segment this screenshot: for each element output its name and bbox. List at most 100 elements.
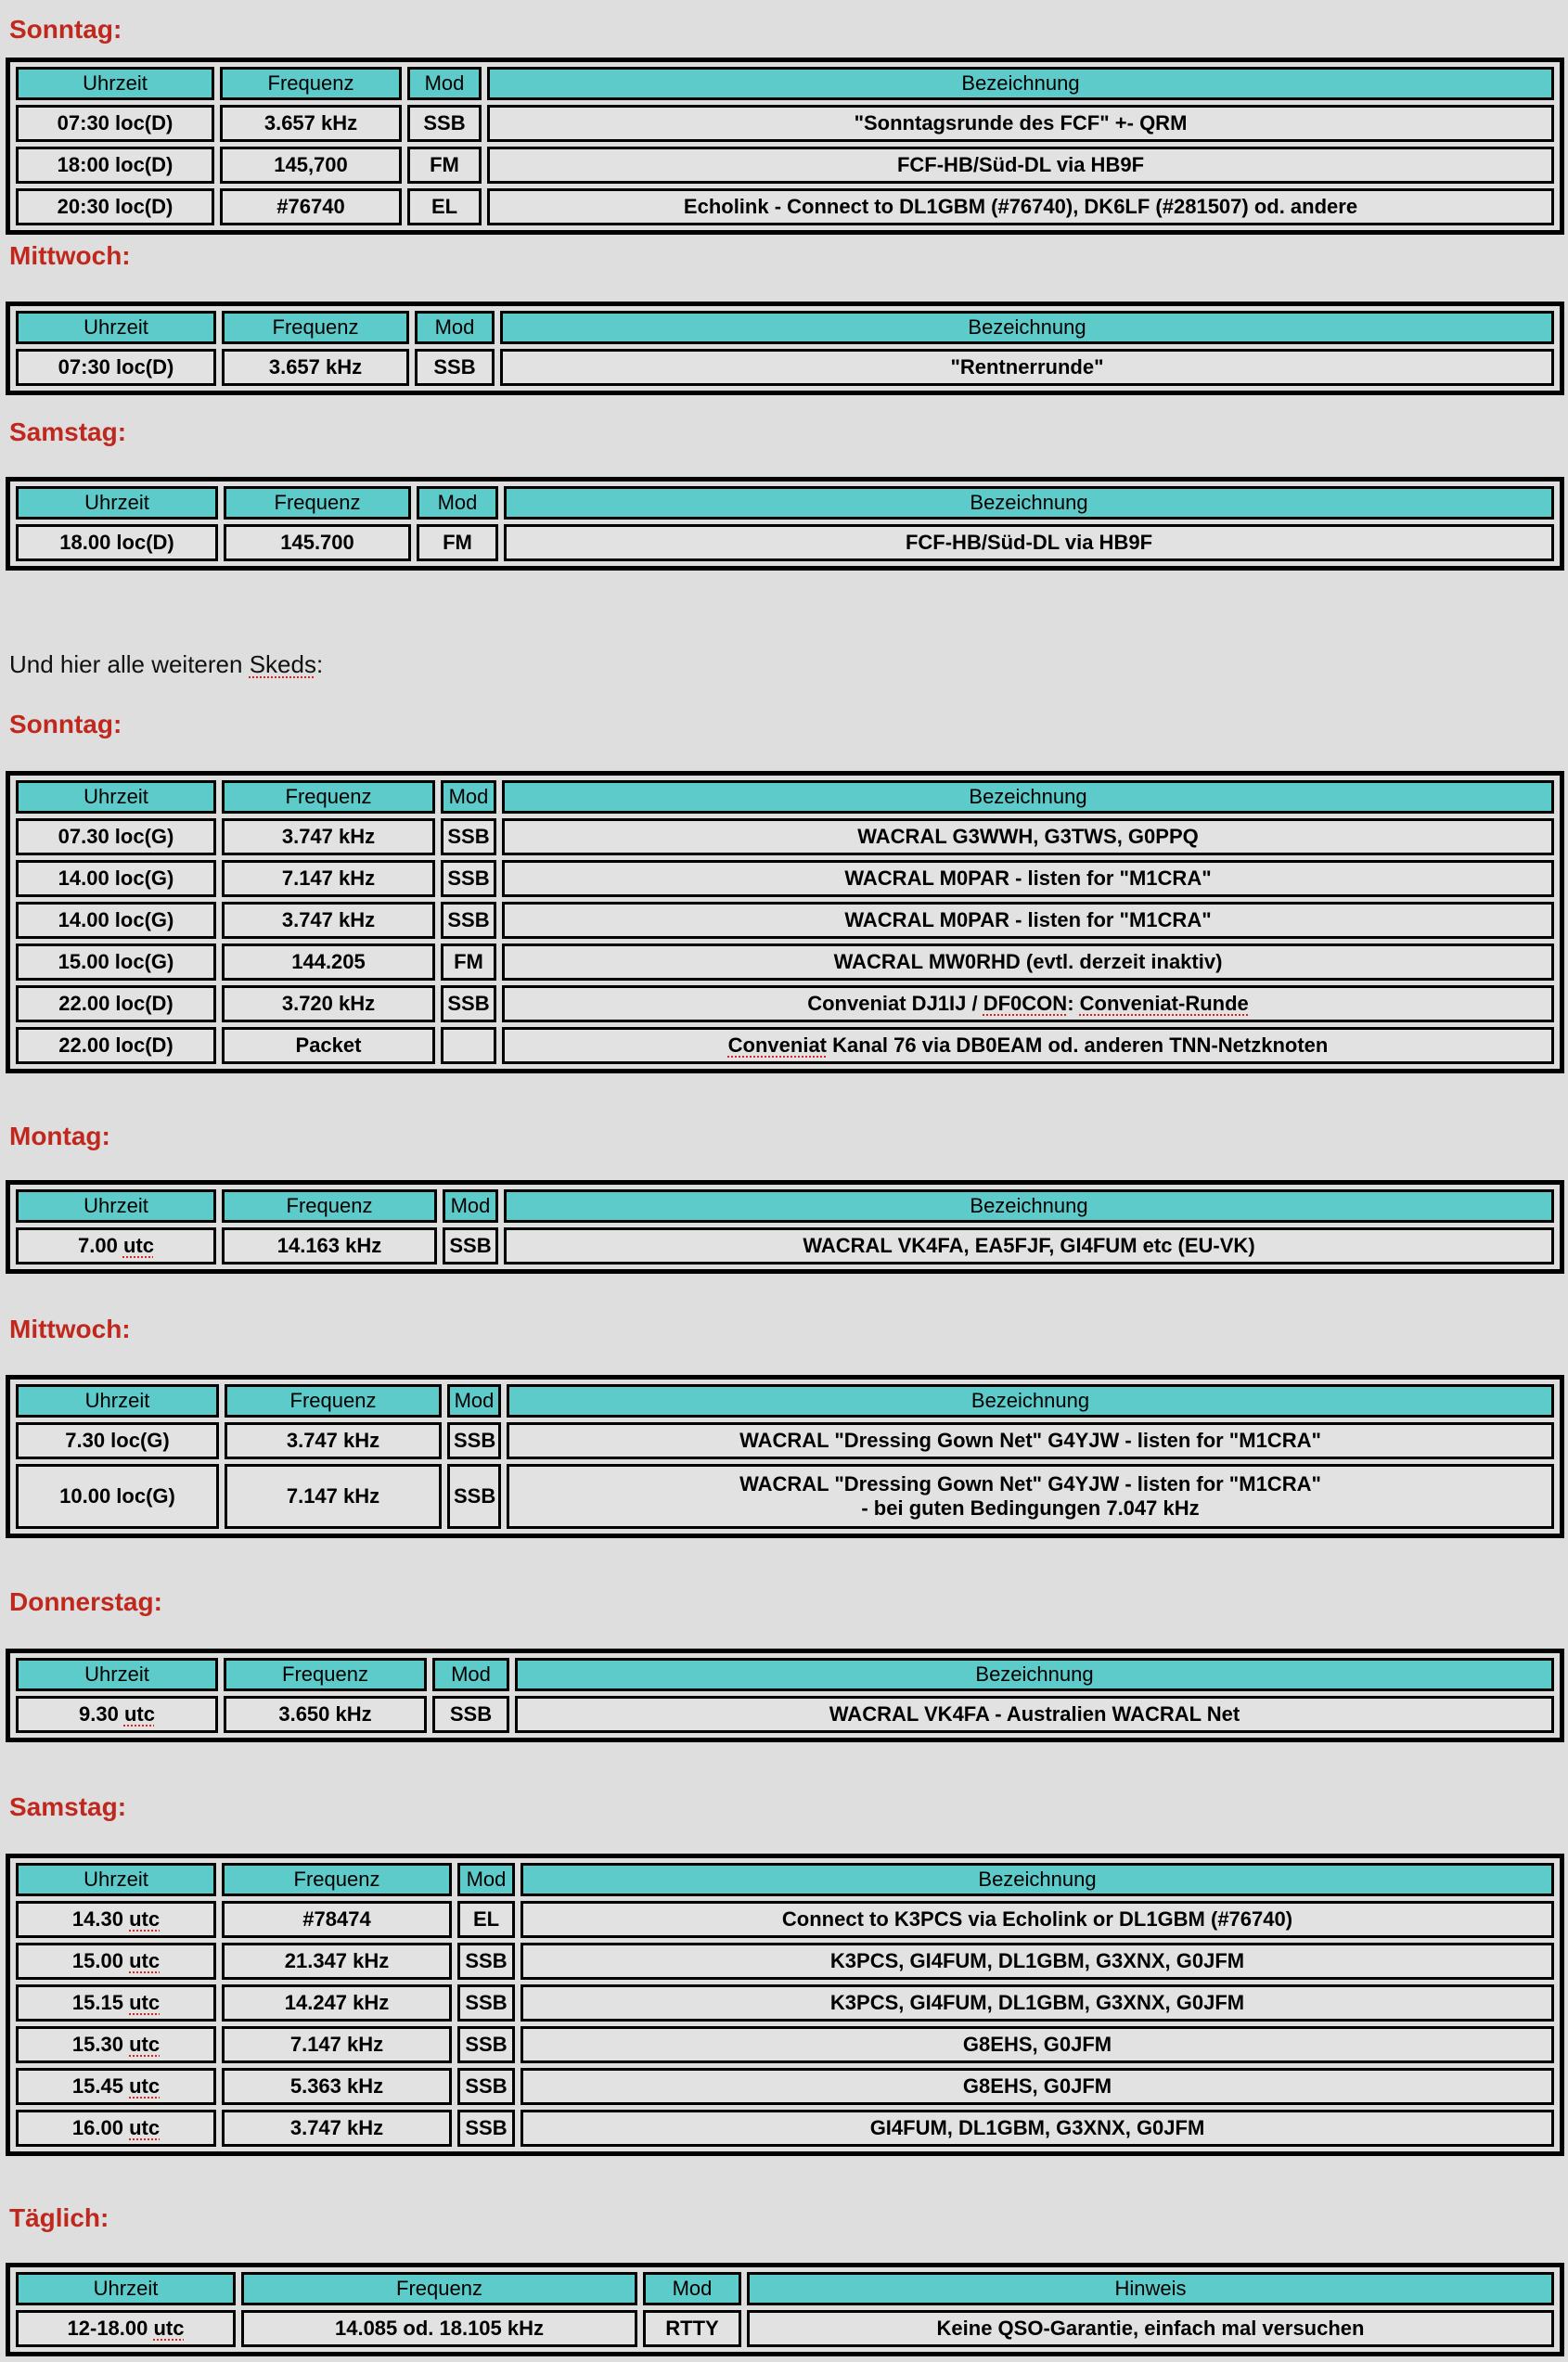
- frequency-cell: #78474: [222, 1901, 452, 1938]
- table-row: 18:00 loc(D) 145,700 FM FCF-HB/Süd-DL via H…: [16, 147, 1554, 184]
- frequency-cell: 3.747 kHz: [222, 818, 435, 855]
- table-row: 07:30 loc(D) 3.657 kHz SSB "Rentnerrunde": [16, 349, 1554, 386]
- time-cell: 07:30 loc(D): [16, 105, 214, 142]
- frequency-cell: 3.720 kHz: [222, 985, 435, 1022]
- schedule-table: Uhrzeit Frequenz Mod Bezeichnung 7.30 loc(G)…: [6, 1375, 1564, 1538]
- time-cell: 15.00 utc: [16, 1943, 216, 1980]
- day-heading: Samstag:: [9, 1792, 127, 1821]
- frequency-cell: 3.650 kHz: [224, 1696, 427, 1733]
- intro-text: Und hier alle weiteren Skeds:: [9, 650, 324, 678]
- column-header: Bezeichnung: [504, 486, 1554, 520]
- frequency-cell: #76740: [220, 188, 402, 225]
- schedule-table: Uhrzeit Frequenz Mod Bezeichnung 18.00 loc(D…: [6, 477, 1564, 571]
- table-row: 15.00 loc(G) 144.205 FM WACRAL MW0RHD (evtl…: [16, 944, 1554, 981]
- time-cell: 14.00 loc(G): [16, 860, 216, 897]
- table-row: 15.00 utc 21.347 kHz SSB K3PCS, GI4FUM, DL1…: [16, 1943, 1554, 1980]
- column-header: Bezeichnung: [507, 1384, 1554, 1418]
- frequency-cell: 3.747 kHz: [222, 902, 435, 939]
- frequency-cell: 3.657 kHz: [220, 105, 402, 142]
- mode-cell: SSB: [441, 985, 496, 1022]
- column-header: Frequenz: [222, 780, 435, 814]
- table-row: 10.00 loc(G) 7.147 kHz SSB WACRAL "Dressing…: [16, 1464, 1554, 1529]
- column-header: Mod: [441, 780, 496, 814]
- mode-cell: SSB: [432, 1696, 509, 1733]
- time-cell: 14.30 utc: [16, 1901, 216, 1938]
- column-header: Frequenz: [225, 1384, 442, 1418]
- frequency-cell: 145,700: [220, 147, 402, 184]
- time-cell: 12-18.00 utc: [16, 2310, 236, 2347]
- time-cell: 10.00 loc(G): [16, 1464, 219, 1529]
- column-header: Mod: [407, 67, 482, 100]
- time-cell: 18.00 loc(D): [16, 524, 218, 561]
- table-row: 14.00 loc(G) 7.147 kHz SSB WACRAL M0PAR - l…: [16, 860, 1554, 897]
- mode-cell: SSB: [407, 105, 482, 142]
- mode-cell: EL: [457, 1901, 515, 1938]
- time-cell: 14.00 loc(G): [16, 902, 216, 939]
- header-row: Uhrzeit Frequenz Mod Bezeichnung: [16, 1863, 1554, 1896]
- mode-cell: SSB: [443, 1227, 498, 1264]
- description-cell: WACRAL VK4FA - Australien WACRAL Net: [515, 1696, 1554, 1733]
- mode-cell: SSB: [447, 1422, 501, 1459]
- column-header: Mod: [417, 486, 498, 520]
- frequency-cell: 14.085 od. 18.105 kHz: [241, 2310, 637, 2347]
- time-cell: 15.15 utc: [16, 1984, 216, 2022]
- column-header: Bezeichnung: [500, 311, 1554, 344]
- day-heading: Sonntag:: [9, 15, 122, 44]
- column-header: Hinweis: [747, 2272, 1554, 2305]
- schedule-table: Uhrzeit Frequenz Mod Hinweis 12-18.00 utc 14.…: [6, 2263, 1564, 2356]
- time-cell: 7.00 utc: [16, 1227, 216, 1264]
- frequency-cell: 7.147 kHz: [222, 2026, 452, 2063]
- description-cell: G8EHS, G0JFM: [521, 2026, 1554, 2063]
- description-cell: WACRAL "Dressing Gown Net" G4YJW - liste…: [507, 1422, 1554, 1459]
- description-cell: G8EHS, G0JFM: [521, 2068, 1554, 2105]
- table-row: 07:30 loc(D) 3.657 kHz SSB "Sonntagsrunde d…: [16, 105, 1554, 142]
- description-cell: WACRAL M0PAR - listen for "M1CRA": [502, 902, 1554, 939]
- description-cell: WACRAL "Dressing Gown Net" G4YJW - liste…: [507, 1464, 1554, 1529]
- description-cell: WACRAL M0PAR - listen for "M1CRA": [502, 860, 1554, 897]
- column-header: Uhrzeit: [16, 1384, 219, 1418]
- table-row: 9.30 utc 3.650 kHz SSB WACRAL VK4FA - Austr…: [16, 1696, 1554, 1733]
- table-row: 22.00 loc(D) 3.720 kHz SSB Conveniat DJ1IJ …: [16, 985, 1554, 1022]
- mode-cell: SSB: [415, 349, 495, 386]
- schedule-table: Uhrzeit Frequenz Mod Bezeichnung 9.30 utc 3.6…: [6, 1649, 1564, 1742]
- column-header: Bezeichnung: [504, 1189, 1554, 1223]
- column-header: Uhrzeit: [16, 1658, 218, 1691]
- column-header: Bezeichnung: [521, 1863, 1554, 1896]
- frequency-cell: 14.163 kHz: [222, 1227, 437, 1264]
- description-cell: K3PCS, GI4FUM, DL1GBM, G3XNX, G0JFM: [521, 1984, 1554, 2022]
- table-row: 15.15 utc 14.247 kHz SSB K3PCS, GI4FUM, DL1…: [16, 1984, 1554, 2022]
- column-header: Uhrzeit: [16, 486, 218, 520]
- description-cell: Conveniat Kanal 76 via DB0EAM od. andere…: [502, 1027, 1554, 1064]
- time-cell: 07.30 loc(G): [16, 818, 216, 855]
- column-header: Mod: [457, 1863, 515, 1896]
- header-row: Uhrzeit Frequenz Mod Bezeichnung: [16, 1658, 1554, 1691]
- frequency-cell: 14.247 kHz: [222, 1984, 452, 2022]
- mode-cell: SSB: [457, 2110, 515, 2147]
- frequency-cell: 3.747 kHz: [222, 2110, 452, 2147]
- mode-cell: SSB: [441, 818, 496, 855]
- table-row: 07.30 loc(G) 3.747 kHz SSB WACRAL G3WWH, G3…: [16, 818, 1554, 855]
- table-row: 7.00 utc 14.163 kHz SSB WACRAL VK4FA, EA5FJ…: [16, 1227, 1554, 1264]
- frequency-cell: 145.700: [224, 524, 411, 561]
- column-header: Mod: [443, 1189, 498, 1223]
- header-row: Uhrzeit Frequenz Mod Bezeichnung: [16, 1384, 1554, 1418]
- column-header: Uhrzeit: [16, 2272, 236, 2305]
- header-row: Uhrzeit Frequenz Mod Bezeichnung: [16, 780, 1554, 814]
- day-heading: Montag:: [9, 1122, 110, 1150]
- day-heading: Mittwoch:: [9, 1315, 131, 1343]
- column-header: Frequenz: [222, 1189, 437, 1223]
- table-row: 14.00 loc(G) 3.747 kHz SSB WACRAL M0PAR - l…: [16, 902, 1554, 939]
- description-cell: GI4FUM, DL1GBM, G3XNX, G0JFM: [521, 2110, 1554, 2147]
- table-row: 22.00 loc(D) Packet Conveniat Kanal 76 via…: [16, 1027, 1554, 1064]
- mode-cell: FM: [441, 944, 496, 981]
- mode-cell: SSB: [441, 860, 496, 897]
- schedule-table: Uhrzeit Frequenz Mod Bezeichnung 07:30 loc(D…: [6, 302, 1564, 395]
- column-header: Frequenz: [241, 2272, 637, 2305]
- description-cell: "Sonntagsrunde des FCF" +- QRM: [487, 105, 1554, 142]
- time-cell: 7.30 loc(G): [16, 1422, 219, 1459]
- column-header: Mod: [432, 1658, 509, 1691]
- header-row: Uhrzeit Frequenz Mod Hinweis: [16, 2272, 1554, 2305]
- column-header: Frequenz: [220, 67, 402, 100]
- day-heading: Samstag:: [9, 417, 127, 446]
- table-row: 20:30 loc(D) #76740 EL Echolink - Connect t…: [16, 188, 1554, 225]
